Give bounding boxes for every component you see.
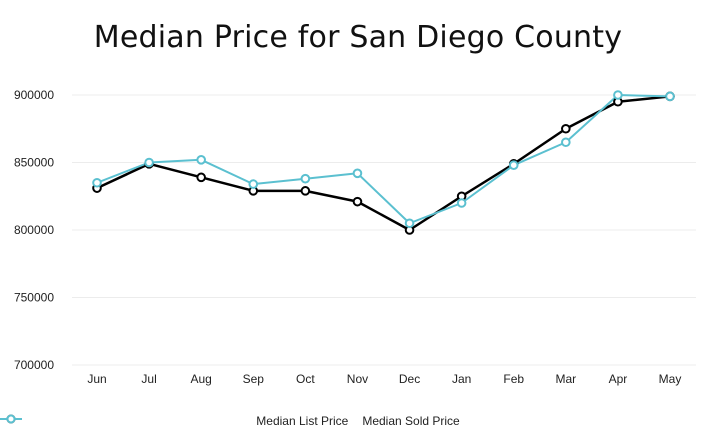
data-point-list-price[interactable] — [352, 196, 363, 207]
y-tick-label: 800000 — [14, 223, 54, 237]
x-tick-label: Nov — [347, 372, 368, 386]
y-axis-ticks: 700000 750000 800000 850000 900000 — [14, 88, 54, 372]
chart-title: Median Price for San Diego County — [93, 20, 623, 55]
legend-label-list: Median List Price — [256, 414, 349, 428]
data-point-sold-price[interactable] — [196, 155, 206, 165]
y-tick-label: 850000 — [14, 156, 54, 170]
y-tick-label: 750000 — [14, 291, 54, 305]
data-point-list-price[interactable] — [196, 172, 206, 183]
x-tick-label: Dec — [399, 372, 420, 386]
x-axis-ticks: Jun Jul Aug Sep Oct Nov Dec Jan Feb Mar Apr May — [87, 372, 681, 386]
data-point-sold-price[interactable] — [456, 198, 467, 208]
x-tick-label: Jun — [87, 372, 106, 386]
data-point-sold-price[interactable] — [248, 179, 259, 189]
x-tick-label: Oct — [296, 372, 315, 386]
legend-swatch-sold-icon — [0, 414, 22, 424]
gridlines — [72, 94, 696, 366]
data-point-sold-price[interactable] — [300, 173, 311, 184]
data-point-sold-price[interactable] — [404, 218, 415, 229]
legend-label-sold: Median Sold Price — [362, 414, 460, 428]
y-tick-label: 900000 — [14, 88, 54, 102]
data-point-sold-price[interactable] — [144, 157, 154, 168]
x-tick-label: Mar — [555, 372, 576, 386]
series-points — [92, 90, 675, 235]
x-tick-label: Aug — [191, 372, 212, 386]
x-tick-label: Jul — [141, 372, 156, 386]
series-line-list-price — [96, 95, 671, 232]
data-point-sold-price[interactable] — [92, 177, 102, 188]
series-lines — [96, 94, 671, 232]
y-tick-label: 700000 — [14, 358, 54, 372]
legend-item-list[interactable]: Median List Price — [0, 414, 349, 428]
data-point-sold-price[interactable] — [561, 137, 571, 148]
data-point-list-price[interactable] — [300, 186, 311, 196]
data-point-sold-price[interactable] — [352, 168, 363, 179]
x-tick-label: Feb — [503, 372, 524, 386]
data-point-sold-price[interactable] — [508, 160, 519, 170]
data-point-sold-price[interactable] — [613, 90, 623, 100]
legend: Median List Price Median Sold Price — [0, 414, 716, 428]
data-point-list-price[interactable] — [561, 123, 571, 134]
x-tick-label: Apr — [609, 372, 628, 386]
series-line-sold-price — [96, 94, 671, 225]
data-point-sold-price[interactable] — [665, 91, 675, 102]
x-tick-label: May — [659, 372, 682, 386]
x-tick-label: Jan — [452, 372, 471, 386]
legend-item-sold[interactable]: Median Sold Price — [0, 414, 460, 428]
x-tick-label: Sep — [243, 372, 265, 386]
